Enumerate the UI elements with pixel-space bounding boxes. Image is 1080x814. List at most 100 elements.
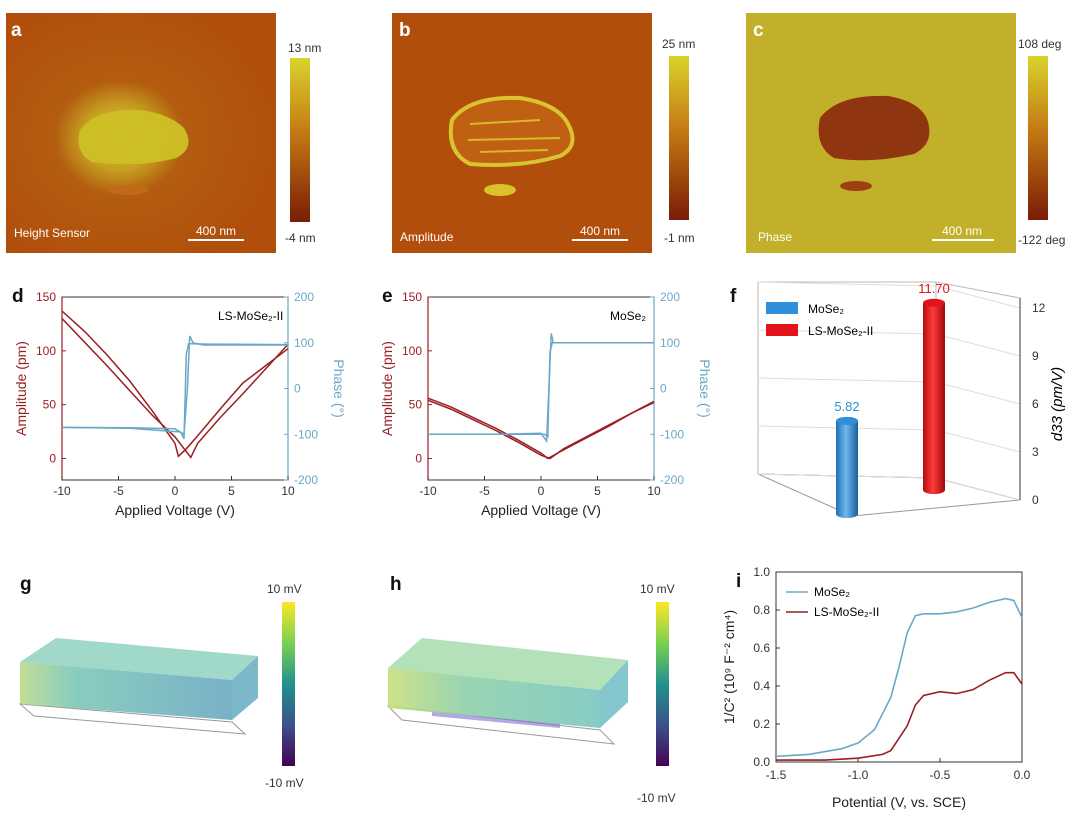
panel-a-letter: a — [11, 20, 22, 41]
z-tick-label: 12 — [1032, 301, 1046, 315]
series-line — [775, 597, 1023, 758]
colorbar-min: -4 nm — [285, 231, 316, 245]
amplitude-line — [61, 317, 289, 459]
y-tick-label: 0.4 — [753, 679, 770, 693]
slab-low-region — [432, 712, 560, 728]
colorbar — [656, 602, 669, 766]
x-tick-label: 0 — [172, 484, 179, 498]
y-tick-label: 0.2 — [753, 717, 770, 731]
bar-body — [923, 302, 945, 494]
phase-line — [428, 342, 654, 438]
bar-value-label: 11.70 — [918, 281, 950, 296]
afm-caption: Phase — [758, 230, 792, 244]
phase-line — [428, 333, 654, 444]
panel-i-letter: i — [736, 571, 741, 592]
y-tick-label: 100 — [402, 344, 422, 358]
colorbar-max: 10 mV — [267, 582, 302, 596]
legend-swatch — [766, 324, 798, 336]
afm-debris — [484, 184, 516, 196]
y-axis-title: 1/C² (10⁹ F⁻² cm⁴) — [721, 610, 737, 724]
colorbar-max: 10 mV — [640, 582, 675, 596]
y2-tick-label: 100 — [660, 336, 680, 350]
scale-bar-label: 400 nm — [580, 224, 620, 238]
afm-debris — [840, 181, 872, 191]
afm-debris — [108, 185, 148, 195]
x-tick-label: 5 — [228, 484, 235, 498]
legend-label: MoSe₂ — [814, 585, 850, 599]
bar-top — [836, 416, 858, 425]
y-tick-label: 100 — [36, 344, 56, 358]
y2-tick-label: 100 — [294, 336, 314, 350]
grid-line — [757, 281, 1021, 309]
x-tick-label: -10 — [419, 484, 437, 498]
z-tick-label: 3 — [1032, 445, 1039, 459]
grid-line — [757, 377, 1021, 405]
x-axis-title: Applied Voltage (V) — [115, 502, 235, 518]
y-tick-label: 0 — [49, 451, 56, 465]
slab-outline — [18, 703, 247, 735]
slab-front — [20, 662, 232, 720]
plot-frame — [775, 571, 1023, 763]
afm-flake — [448, 95, 575, 167]
y2-tick-label: -200 — [294, 473, 318, 487]
sample-label: LS-MoSe₂-II — [218, 309, 283, 323]
x-tick-label: -1.5 — [766, 768, 787, 782]
scale-bar-label: 400 nm — [942, 224, 982, 238]
colorbar-max: 25 nm — [662, 37, 695, 51]
panel-c-letter: c — [753, 20, 764, 41]
y2-tick-label: -100 — [294, 427, 318, 441]
y-tick-label: 50 — [409, 398, 423, 412]
panel-h-letter: h — [390, 574, 402, 595]
colorbar — [1028, 56, 1048, 220]
phase-line — [61, 342, 289, 440]
z-tick-label: 0 — [1032, 493, 1039, 507]
y-tick-label: 150 — [36, 290, 56, 304]
chart-f: f 0 3 6 9 12 d33 (pm/V) 5.82 11.70 MoSe₂ LS-MoSe₂… — [730, 281, 1066, 518]
y-tick-label: 0.0 — [753, 755, 770, 769]
slab-top — [20, 638, 258, 680]
z-tick-label: 9 — [1032, 349, 1039, 363]
chart-d: d LS-MoSe₂-II -10 -5 0 5 10050100150-200-100… — [12, 286, 347, 518]
x-tick-label: 0 — [538, 484, 545, 498]
colorbar — [290, 58, 310, 222]
y2-tick-label: 0 — [294, 382, 301, 396]
bar-top — [923, 298, 945, 307]
y-tick-label: 0 — [415, 451, 422, 465]
y2-tick-label: -100 — [660, 427, 684, 441]
slab-side — [232, 656, 258, 720]
legend-label: MoSe₂ — [808, 302, 844, 316]
afm-texture — [467, 119, 561, 153]
grid-line — [757, 425, 1021, 453]
x-tick-label: -5 — [479, 484, 490, 498]
panel-b: b Amplitude 400 nm 25 nm -1 nm — [392, 13, 695, 253]
amplitude-line — [427, 399, 655, 460]
y-tick-label: 150 — [402, 290, 422, 304]
y-tick-label: 0.6 — [753, 641, 770, 655]
y-tick-label: 50 — [43, 398, 57, 412]
panel-a: a Height Sensor 400 nm 13 nm -4 nm — [6, 13, 321, 253]
colorbar-min: -1 nm — [664, 231, 695, 245]
y-axis-title: Amplitude (pm) — [379, 341, 395, 436]
colorbar-min: -122 deg — [1018, 233, 1065, 247]
legend-label: LS-MoSe₂-II — [814, 605, 879, 619]
x-tick-label: -0.5 — [930, 768, 951, 782]
x-tick-label: -5 — [113, 484, 124, 498]
colorbar-min: -10 mV — [265, 776, 304, 790]
grid-line — [757, 473, 1021, 501]
y-tick-label: 0.8 — [753, 603, 770, 617]
side-wall — [935, 281, 1021, 501]
chart-i: i -1.5 -1.0 -0.5 0.0 0.0 0.2 0.4 0.6 0.8 1.0 Poten… — [721, 565, 1031, 810]
amplitude-line — [61, 310, 289, 458]
afm-flake — [818, 95, 930, 161]
sample-label: MoSe₂ — [610, 309, 646, 323]
x-tick-label: -1.0 — [848, 768, 869, 782]
floor — [757, 473, 1021, 517]
z-axis-title: d33 (pm/V) — [1049, 367, 1066, 441]
bar-value-label: 5.82 — [834, 399, 859, 414]
colorbar-max: 13 nm — [288, 41, 321, 55]
slab-side — [600, 660, 628, 728]
y-tick-label: 1.0 — [753, 565, 770, 579]
panel-e-letter: e — [382, 286, 393, 307]
phase-line — [61, 335, 288, 436]
panel-c: c Phase 400 nm 108 deg -122 deg — [746, 13, 1065, 253]
